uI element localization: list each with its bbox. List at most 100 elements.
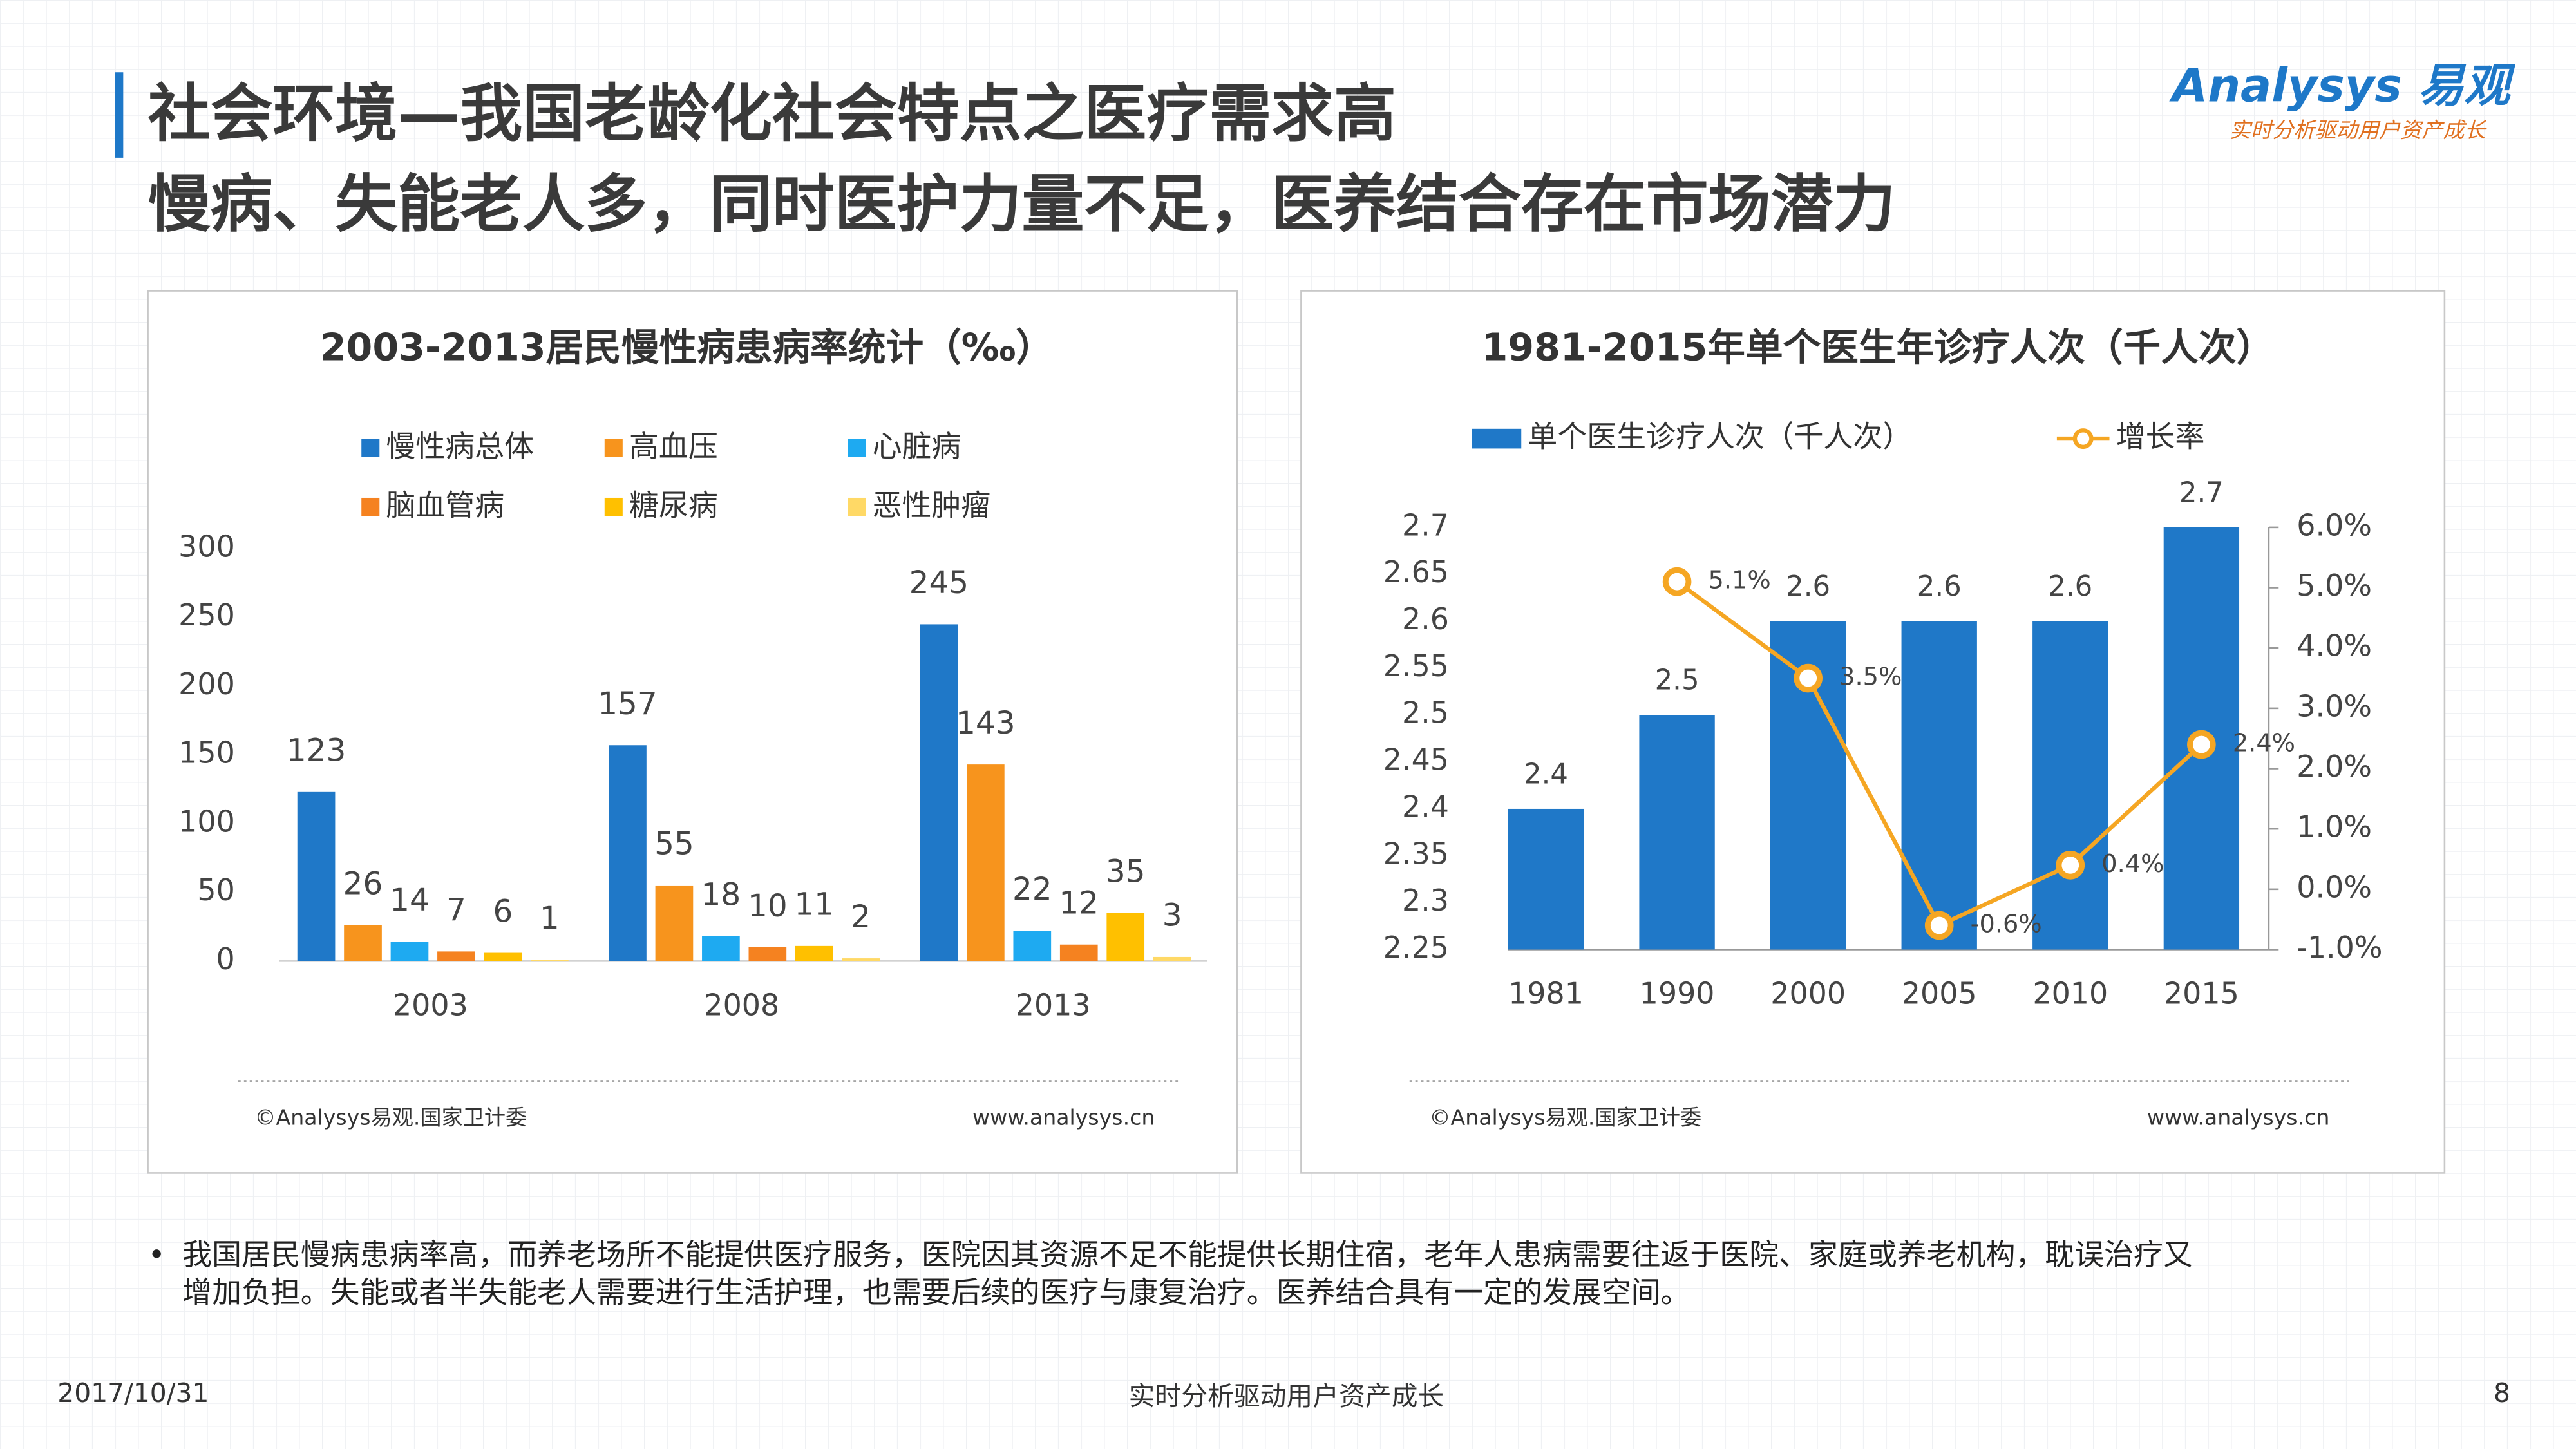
- data-label: 2.4: [1524, 758, 1568, 790]
- data-label: 1: [540, 900, 560, 936]
- footer-slogan: 实时分析驱动用户资产成长: [1129, 1381, 1444, 1412]
- y-tick-label: 300: [178, 529, 235, 564]
- subtitle: 慢病、失能老人多，同时医护力量不足，医养结合存在市场潜力: [148, 167, 1896, 240]
- legend-marker: [2072, 428, 2094, 450]
- data-label: 22: [1012, 871, 1052, 907]
- title-accent: [115, 72, 124, 158]
- data-label: 26: [343, 866, 383, 902]
- bar: [530, 960, 569, 961]
- legend-swatch: [604, 497, 623, 516]
- x-tick-label: 2013: [1016, 987, 1091, 1022]
- source: ©Analysys易观.国家卫计委: [254, 1105, 527, 1130]
- data-label: 123: [287, 733, 346, 769]
- y2-tick-label: 1.0%: [2297, 810, 2372, 844]
- bar: [484, 952, 522, 961]
- bar: [1639, 715, 1715, 950]
- bar: [748, 947, 787, 961]
- bar: [655, 885, 694, 961]
- bar: [437, 951, 475, 961]
- y2-tick-label: -1.0%: [2297, 930, 2382, 965]
- legend-swatch: [848, 439, 866, 457]
- data-label: -0.6%: [1971, 910, 2042, 939]
- title: 社会环境—我国老龄化社会特点之医疗需求高: [148, 77, 1396, 150]
- line-marker: [1662, 567, 1692, 596]
- legend-label: 增长率: [2116, 419, 2205, 454]
- y-tick-label: 2.55: [1383, 649, 1449, 683]
- legend-label: 糖尿病: [629, 488, 718, 523]
- panel: [147, 290, 1238, 1174]
- data-label: 10: [748, 888, 788, 924]
- data-label: 2: [851, 899, 871, 935]
- body-text: 增加负担。失能或者半失能老人需要进行生活护理，也需要后续的医疗与康复治疗。医养结…: [182, 1275, 1690, 1310]
- body-text: 我国居民慢病患病率高，而养老场所不能提供医疗服务，医院因其资源不足不能提供长期住…: [182, 1237, 2193, 1272]
- x-tick-label: 2000: [1770, 976, 1846, 1010]
- line-marker: [1924, 911, 1954, 940]
- website: www.analysys.cn: [2147, 1105, 2329, 1130]
- chart-title: 2003-2013居民慢性病患病率统计（‰）: [320, 325, 1054, 369]
- data-label: 3.5%: [1839, 663, 1902, 692]
- data-label: 2.7: [2179, 477, 2224, 509]
- data-label: 2.5: [1655, 665, 1700, 697]
- legend-label: 脑血管病: [386, 488, 504, 523]
- x-tick-label: 2015: [2164, 976, 2239, 1010]
- bar: [795, 945, 833, 961]
- legend-swatch: [361, 439, 380, 457]
- x-tick-label: 1981: [1508, 976, 1584, 1010]
- y-tick-label: 2.25: [1383, 930, 1449, 965]
- data-label: 245: [909, 565, 969, 601]
- bar: [1106, 913, 1145, 961]
- x-tick-label: 1990: [1640, 976, 1715, 1010]
- bar: [1059, 944, 1098, 961]
- bar: [1901, 621, 1977, 950]
- legend-swatch: [848, 497, 866, 516]
- data-label: 2.6: [1917, 571, 1962, 603]
- footer-date: 2017/10/31: [57, 1378, 209, 1408]
- legend-swatch: [1472, 428, 1522, 449]
- data-label: 14: [390, 882, 430, 918]
- y-tick-label: 2.4: [1402, 789, 1449, 824]
- data-label: 3: [1162, 898, 1182, 934]
- y-tick-label: 250: [178, 598, 235, 632]
- bar: [1013, 931, 1052, 961]
- y-tick-label: 200: [178, 667, 235, 701]
- y-tick-label: 50: [197, 873, 234, 907]
- data-label: 35: [1106, 853, 1146, 889]
- data-label: 55: [654, 826, 694, 862]
- data-label: 2.4%: [2233, 729, 2295, 758]
- y2-tick-label: 5.0%: [2297, 568, 2372, 603]
- data-label: 5.1%: [1709, 566, 1771, 595]
- data-label: 2.6: [2048, 571, 2092, 603]
- line-marker: [2187, 730, 2216, 759]
- y2-tick-label: 6.0%: [2297, 507, 2372, 542]
- y-tick-label: 0: [216, 942, 235, 976]
- bullet: •: [148, 1237, 166, 1272]
- data-label: 7: [446, 892, 466, 928]
- bar: [1508, 808, 1584, 950]
- legend-label: 高血压: [629, 429, 718, 464]
- line-marker: [2056, 851, 2085, 880]
- y-tick-label: 150: [178, 735, 235, 770]
- legend-label: 单个医生诊疗人次（千人次）: [1528, 419, 1912, 454]
- x-tick-label: 2005: [1902, 976, 1977, 1010]
- source: ©Analysys易观.国家卫计委: [1429, 1105, 1701, 1130]
- bar: [920, 624, 958, 961]
- bar: [344, 925, 382, 961]
- y2-tick-label: 2.0%: [2297, 749, 2372, 784]
- y-tick-label: 2.65: [1383, 554, 1449, 589]
- legend-label: 慢性病总体: [386, 429, 534, 464]
- bar: [967, 764, 1005, 961]
- bar: [609, 745, 647, 961]
- bar: [390, 942, 429, 961]
- x-tick-label: 2003: [393, 987, 468, 1022]
- x-tick-label: 2010: [2032, 976, 2108, 1010]
- y-tick-label: 2.7: [1402, 507, 1449, 542]
- bar: [842, 958, 880, 961]
- chart-title: 1981-2015年单个医生年诊疗人次（千人次）: [1481, 325, 2274, 369]
- website: www.analysys.cn: [972, 1105, 1155, 1130]
- y2-tick-label: 0.0%: [2297, 869, 2372, 904]
- bar: [1153, 956, 1191, 961]
- logo: Analysys 易观: [2169, 59, 2515, 112]
- data-label: 0.4%: [2101, 849, 2164, 878]
- legend-label: 恶性肿瘤: [873, 488, 991, 523]
- data-label: 157: [598, 686, 657, 722]
